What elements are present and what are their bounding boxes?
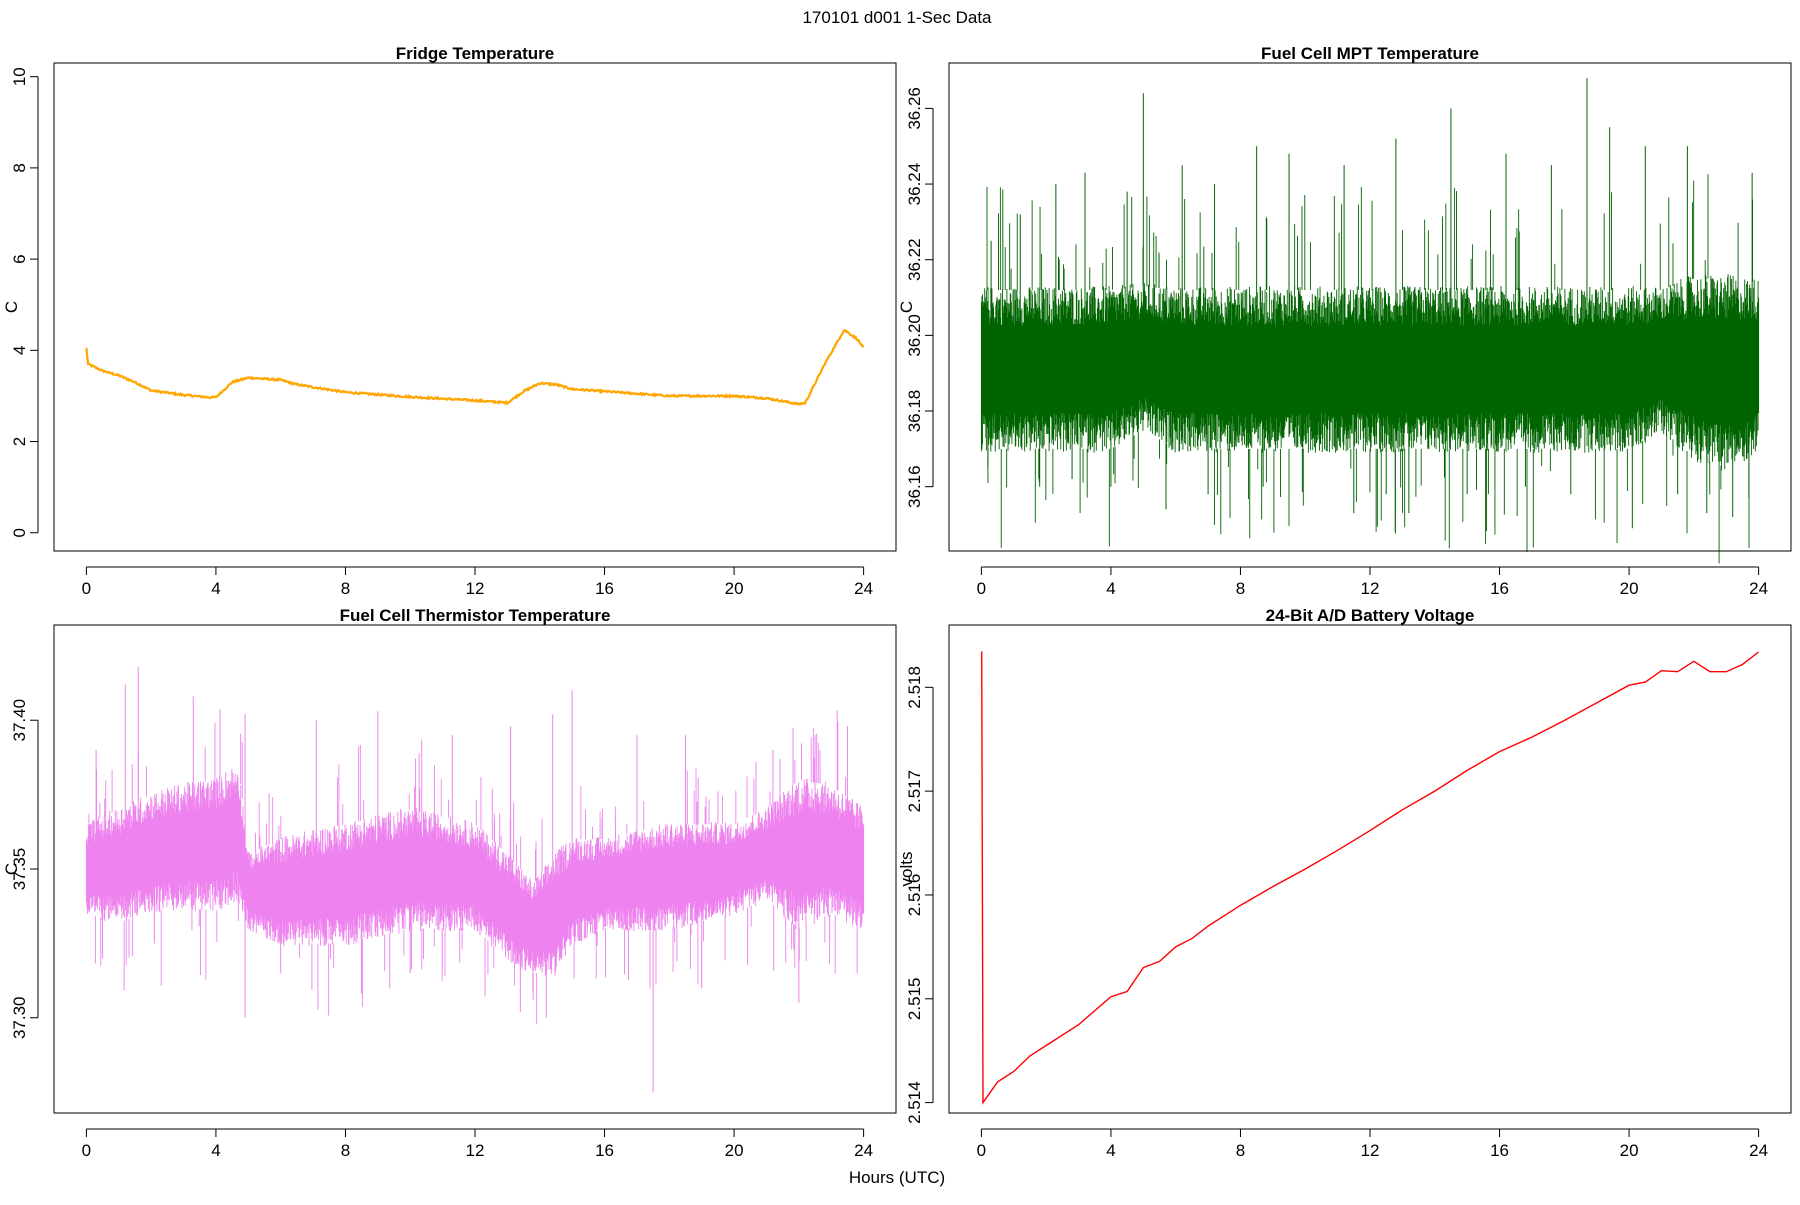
- x-tick-label: 24: [854, 579, 873, 598]
- y-tick-label: 37.40: [10, 699, 29, 742]
- y-tick-label: 37.30: [10, 997, 29, 1040]
- chart-panel-4: 24-Bit A/D Battery Voltage 0 4 8 12 16 20 24 2.5…: [897, 606, 1792, 1160]
- y-tick-label: 36.16: [905, 465, 924, 508]
- x-tick-label: 8: [1236, 579, 1245, 598]
- series-minor-spikes: [986, 174, 1754, 564]
- x-tick-label: 8: [341, 1141, 350, 1160]
- plot-frame: [53, 62, 897, 552]
- y-tick-label: 2.516: [905, 874, 924, 917]
- x-tick-label: 0: [977, 579, 986, 598]
- y-tick-label: 2.515: [905, 978, 924, 1021]
- shared-x-axis-label: Hours (UTC): [849, 1168, 945, 1187]
- x-tick-label: 4: [1106, 1141, 1115, 1160]
- y-tick-label: 6: [10, 254, 29, 263]
- series-minor-spikes: [88, 708, 847, 1025]
- x-tick-label: 20: [1620, 579, 1639, 598]
- x-tick-label: 12: [1361, 579, 1380, 598]
- series-line-1: [85, 329, 865, 406]
- x-tick-label: 4: [211, 579, 220, 598]
- chart-panel-2: Fuel Cell MPT Temperature 0 4 8 12 16 20 24 36.1…: [897, 44, 1792, 598]
- y-tick-label: 36.26: [905, 87, 924, 130]
- y-axis-label: C: [2, 863, 21, 875]
- x-tick-label: 20: [1620, 1141, 1639, 1160]
- panel-title: 24-Bit A/D Battery Voltage: [1266, 606, 1475, 625]
- x-tick-label: 4: [1106, 579, 1115, 598]
- y-tick-label: 36.24: [905, 163, 924, 206]
- x-tick-label: 16: [1490, 579, 1509, 598]
- y-tick-label: 2.518: [905, 666, 924, 709]
- x-tick-label: 0: [82, 1141, 91, 1160]
- x-tick-label: 12: [466, 579, 485, 598]
- x-tick-label: 0: [977, 1141, 986, 1160]
- x-tick-label: 12: [1361, 1141, 1380, 1160]
- y-tick-label: 36.22: [905, 238, 924, 281]
- series-band: [85, 769, 865, 976]
- panel-title: Fuel Cell Thermistor Temperature: [340, 606, 611, 625]
- y-tick-label: 2.517: [905, 770, 924, 813]
- series-band: [980, 274, 1760, 471]
- y-tick-label: 10: [10, 67, 29, 86]
- x-tick-label: 0: [82, 579, 91, 598]
- y-tick-label: 37.35: [10, 848, 29, 891]
- x-tick-label: 12: [466, 1141, 485, 1160]
- y-tick-label: 4: [10, 346, 29, 355]
- y-axis-label: volts: [897, 852, 916, 887]
- plot-frame: [53, 624, 897, 1114]
- y-tick-label: 36.20: [905, 314, 924, 357]
- x-tick-label: 16: [595, 1141, 614, 1160]
- y-tick-label: 36.18: [905, 390, 924, 433]
- x-tick-label: 16: [1490, 1141, 1509, 1160]
- super-title: 170101 d001 1-Sec Data: [802, 8, 992, 27]
- x-tick-label: 4: [211, 1141, 220, 1160]
- x-tick-label: 20: [725, 579, 744, 598]
- x-tick-label: 8: [1236, 1141, 1245, 1160]
- plot-frame: [948, 624, 1792, 1114]
- x-tick-label: 24: [1749, 1141, 1768, 1160]
- y-tick-label: 0: [10, 528, 29, 537]
- x-tick-label: 24: [854, 1141, 873, 1160]
- x-tick-label: 20: [725, 1141, 744, 1160]
- plot-frame: [948, 62, 1792, 552]
- y-axis-label: C: [897, 301, 916, 313]
- chart-panel-3: Fuel Cell Thermistor Temperature 0 4 8 12 16 2…: [2, 606, 897, 1160]
- x-tick-label: 16: [595, 579, 614, 598]
- panel-title: Fuel Cell MPT Temperature: [1261, 44, 1479, 63]
- x-tick-label: 8: [341, 579, 350, 598]
- y-tick-label: 8: [10, 163, 29, 172]
- panel-title: Fridge Temperature: [396, 44, 554, 63]
- y-tick-label: 2.514: [905, 1081, 924, 1124]
- series-line-1: [981, 651, 1760, 1105]
- y-tick-label: 2: [10, 437, 29, 446]
- y-axis-label: C: [2, 301, 21, 313]
- x-tick-label: 24: [1749, 579, 1768, 598]
